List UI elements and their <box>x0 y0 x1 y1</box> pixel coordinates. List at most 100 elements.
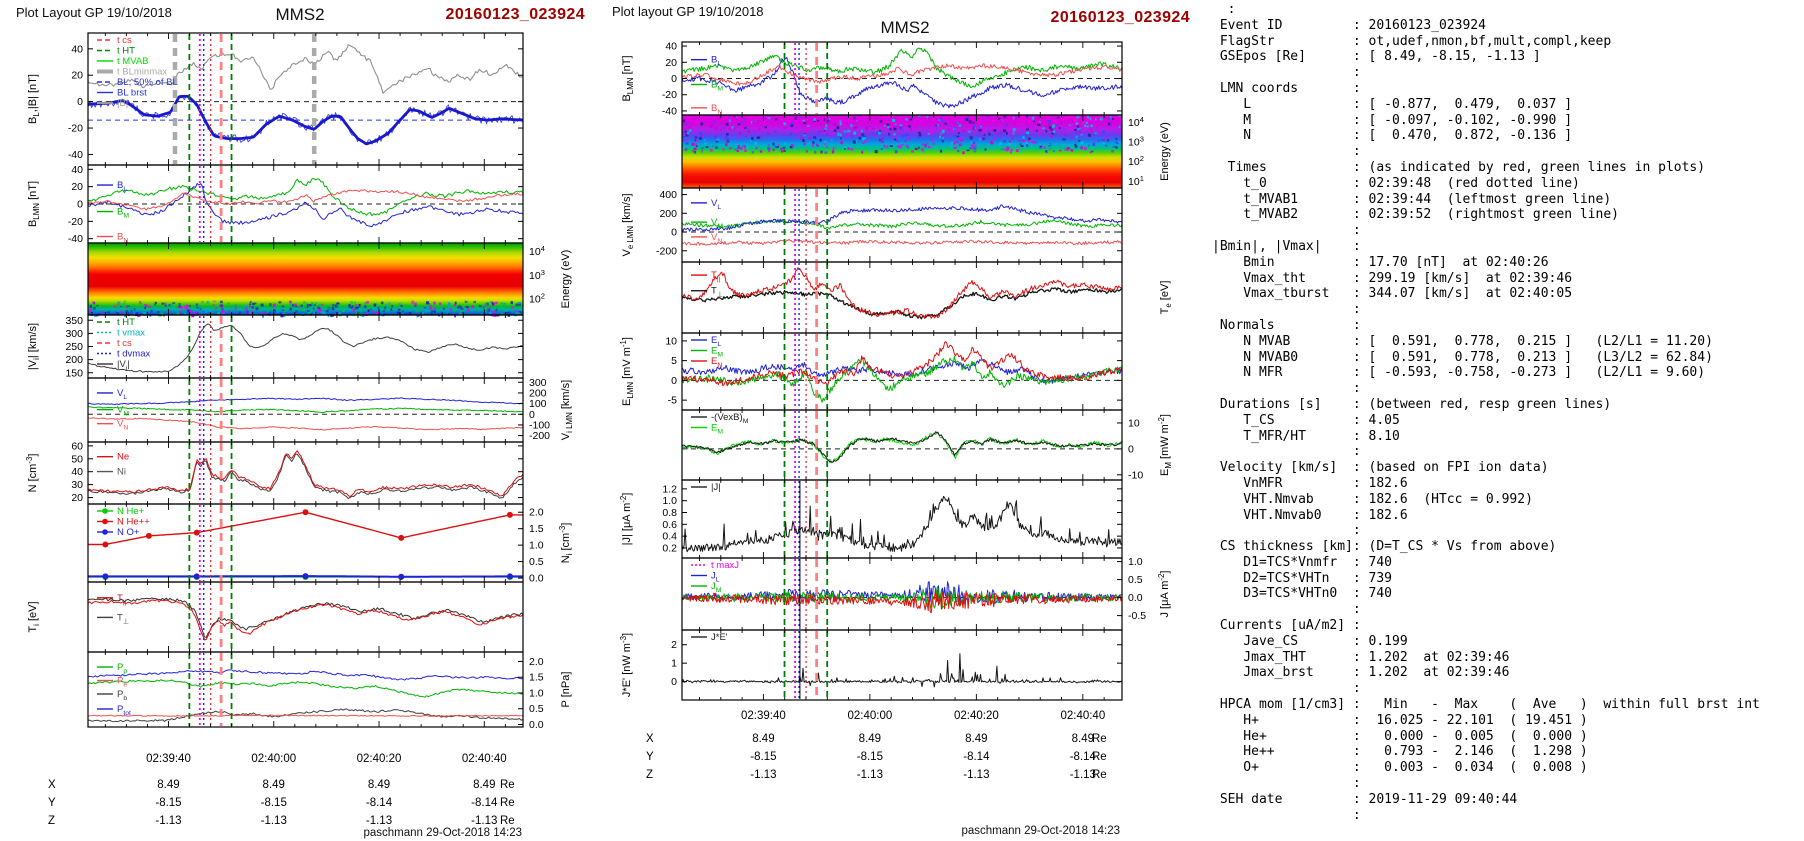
speckle <box>488 306 492 309</box>
speckle <box>814 150 817 154</box>
speckle <box>150 309 153 313</box>
legend-label: t cs <box>117 35 132 46</box>
pos-value: -8.14 <box>471 797 498 809</box>
speckle <box>973 144 977 147</box>
right-tick-label: 104 <box>1128 115 1144 129</box>
speckle <box>1093 140 1096 143</box>
legend-label: EL <box>711 335 721 348</box>
speckle <box>153 306 156 310</box>
pos-value: -8.14 <box>963 751 990 763</box>
pos-unit: Re <box>1092 733 1107 745</box>
y-tick-label: 2 <box>671 639 677 651</box>
speckle <box>495 301 498 304</box>
speckle <box>375 311 379 315</box>
pos-row-label: Z <box>646 769 653 781</box>
speckle <box>893 127 897 131</box>
speckle <box>135 312 139 315</box>
speckle <box>341 309 345 313</box>
speckle <box>833 129 837 132</box>
speckle <box>446 312 449 316</box>
panel-jmag: 1.21.00.80.60.40.2 |J| [μA m-2] |J| <box>619 479 1123 559</box>
speckle <box>107 311 110 314</box>
speckle <box>691 142 695 146</box>
speckle <box>990 121 993 124</box>
speckle <box>858 136 861 140</box>
speckle <box>178 303 181 306</box>
time-tick-label: 02:40:40 <box>1060 710 1105 722</box>
speckle <box>893 133 896 136</box>
right-tick-label: 200 <box>529 387 547 399</box>
speckle <box>930 132 934 135</box>
speckle <box>517 302 521 306</box>
speckle <box>92 301 96 304</box>
speckle <box>439 302 442 306</box>
speckle <box>905 144 909 148</box>
speckle <box>252 302 256 306</box>
speckle <box>740 126 743 129</box>
speckle <box>970 144 974 148</box>
panel-jdote: 2 1 0 J*E' [nW m-3] J*E' <box>619 629 1123 701</box>
speckle <box>951 142 955 145</box>
speckle <box>433 301 436 305</box>
speckle <box>116 303 120 306</box>
speckle <box>1000 119 1003 123</box>
speckle <box>1104 144 1108 147</box>
speckle <box>797 127 800 130</box>
series-BM <box>87 178 524 217</box>
speckle <box>922 150 926 153</box>
speckle <box>507 311 511 315</box>
speckle <box>839 119 842 123</box>
speckle <box>219 300 223 304</box>
speckle <box>885 145 889 149</box>
speckle <box>748 128 750 132</box>
speckle <box>293 303 297 306</box>
legend-label: Ne <box>117 452 129 463</box>
right-tick-label: 1.0 <box>529 687 544 699</box>
speckle <box>1086 115 1090 119</box>
speckle <box>728 147 733 150</box>
speckle <box>289 302 293 305</box>
speckle <box>720 122 723 125</box>
speckle <box>946 120 949 123</box>
speckle <box>825 124 828 128</box>
speckle <box>228 309 231 312</box>
speckle <box>506 309 508 312</box>
speckle <box>823 129 826 132</box>
speckle <box>887 120 891 124</box>
speckle <box>1017 127 1019 129</box>
speckle <box>864 140 868 143</box>
y-tick-label: 5 <box>671 355 677 367</box>
speckle <box>917 135 921 139</box>
speckle <box>1035 129 1038 132</box>
speckle <box>154 303 156 306</box>
speckle <box>338 313 342 316</box>
speckle <box>713 120 716 124</box>
speckle <box>133 312 136 315</box>
speckle <box>1106 136 1110 140</box>
right-axis-label: P [nPa] <box>560 672 572 708</box>
speckle <box>704 142 708 145</box>
y-tick-label: 300 <box>65 328 83 340</box>
y-tick-label: 40 <box>71 466 83 478</box>
legend-marker <box>102 518 108 525</box>
right-tick-label: -0.5 <box>1128 610 1146 622</box>
speckle <box>295 305 298 308</box>
speckle <box>133 307 136 311</box>
speckle <box>1115 146 1118 149</box>
speckle <box>491 301 494 305</box>
speckle <box>684 148 688 151</box>
speckle <box>737 147 741 150</box>
speckle <box>354 304 358 307</box>
speckle <box>783 126 786 129</box>
speckle <box>894 150 898 154</box>
speckle <box>1091 117 1095 121</box>
series-NHe++ <box>88 511 523 546</box>
data-marker <box>193 529 200 536</box>
speckle <box>766 131 770 134</box>
speckle <box>458 305 461 307</box>
legend-label: |J| <box>711 482 721 493</box>
speckle <box>348 304 351 308</box>
speckle <box>114 304 116 308</box>
speckle <box>850 124 853 127</box>
